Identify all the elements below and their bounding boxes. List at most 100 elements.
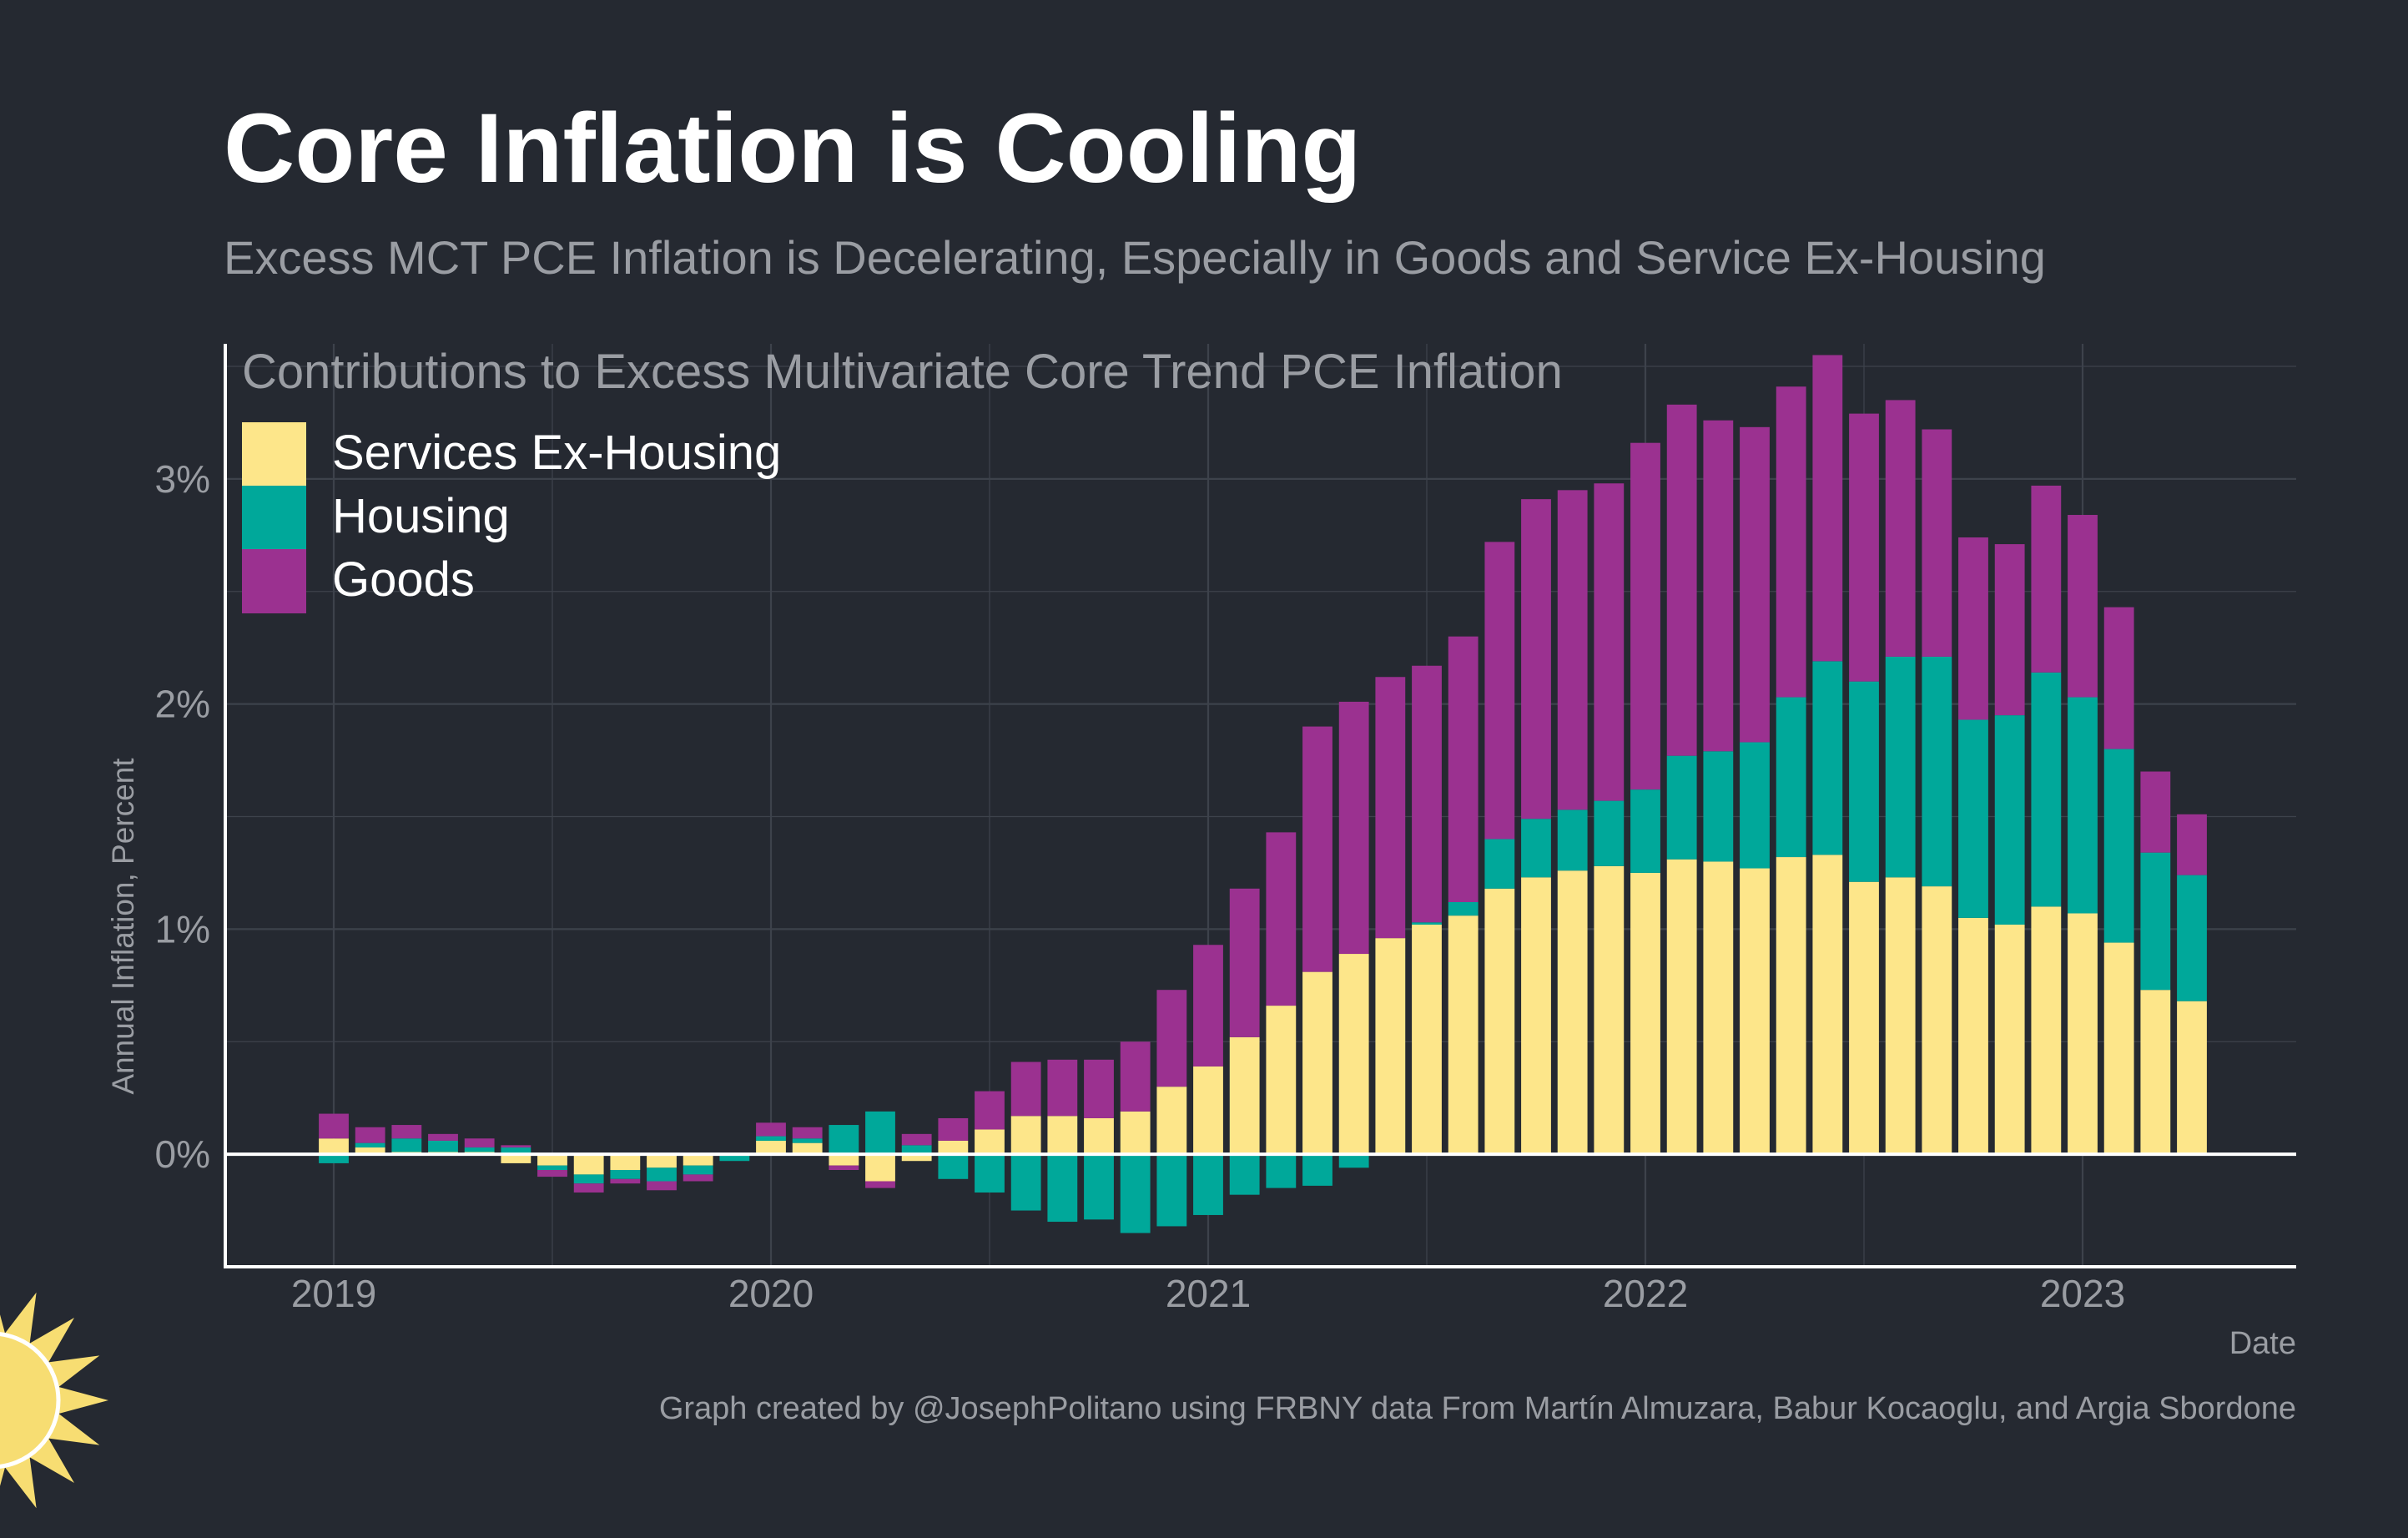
bar-segment [1266,1006,1297,1155]
inner-chart-title: Contributions to Excess Multivariate Cor… [242,345,1563,399]
bar-segment [1484,888,1515,1155]
bar-segment [1776,857,1806,1155]
bar-segment [829,1154,859,1166]
bar-segment [2031,672,2062,907]
bar-segment [2140,852,2171,991]
bar-segment [537,1165,567,1171]
x-tick-label: 2020 [728,1272,814,1315]
bar-segment [1338,1154,1369,1168]
bar-segment [1776,386,1806,698]
bar-segment [1193,945,1223,1067]
bar-segment [1448,636,1479,902]
bar-segment [901,1154,932,1162]
bar-segment [792,1138,823,1143]
legend-swatch [242,422,306,487]
bar-segment [355,1127,385,1143]
y-axis-label: Annual Inflation, Percent [106,758,140,1095]
bar-segment [2177,875,2207,1001]
bar-segment [1302,726,1332,972]
bar-segment [975,1091,1005,1130]
bar-segment [1594,800,1625,866]
bar-segment [756,1140,786,1155]
x-tick-label: 2021 [1166,1272,1251,1315]
bar-segment [573,1174,604,1184]
bar-segment [829,1165,859,1171]
bar-segment [319,1154,349,1163]
bars [319,355,2207,1233]
bar-segment [1812,855,1843,1155]
x-tick-label: 2023 [2040,1272,2125,1315]
y-tick-label: 1% [155,907,210,951]
bar-segment [1994,715,2025,925]
bar-segment [901,1133,932,1146]
caption: Graph created by @JosephPolitano using F… [659,1391,2296,1426]
bar-segment [1521,877,1551,1155]
sun-disk-icon [0,1332,61,1469]
bar-segment [1084,1154,1114,1220]
bar-segment [1594,483,1625,801]
bar-segment [1849,881,1879,1155]
bar-segment [1266,1154,1297,1188]
bar-segment [647,1181,677,1191]
bar-segment [1448,901,1479,916]
bar-segment [2140,771,2171,853]
sun-logo-icon [0,1292,108,1509]
bar-segment [1885,656,1916,878]
bar-segment [1010,1061,1041,1117]
bar-segment [1958,917,1988,1155]
bar-segment [1740,742,1770,869]
bar-segment [501,1154,531,1163]
bar-segment [683,1154,713,1166]
bar-segment [1666,755,1697,860]
bar-segment [2068,913,2098,1155]
bar-segment [1630,442,1660,790]
bar-segment [1412,665,1442,923]
bar-segment [1630,789,1660,873]
bar-segment [501,1147,531,1155]
bar-segment [573,1154,604,1175]
bar-segment [2068,697,2098,914]
bar-segment [683,1165,713,1175]
bar-segment [391,1138,422,1152]
bar-segment [610,1170,641,1179]
bar-segment [1120,1154,1151,1233]
bar-segment [1630,872,1660,1155]
bar-segment [792,1142,823,1155]
bar-segment [1229,1154,1260,1195]
bar-segment [1193,1066,1223,1155]
legend-swatch [242,486,306,550]
bar-segment [901,1145,932,1155]
bar-segment [1703,420,1734,752]
bar-segment [1922,429,1952,657]
bar-segment [537,1170,567,1177]
bar-segment [1703,861,1734,1155]
bar-segment [355,1142,385,1148]
bar-segment [1412,922,1442,925]
bar-segment [1994,924,2025,1155]
bar-segment [537,1154,567,1166]
bar-segment [1994,544,2025,716]
bar-segment [2103,607,2134,749]
bar-segment [865,1111,895,1155]
bar-segment [428,1133,458,1141]
chart-subtitle: Excess MCT PCE Inflation is Decelerating… [224,231,2046,284]
axes [224,344,2296,1268]
bar-segment [1010,1116,1041,1155]
bar-segment [391,1125,422,1139]
bar-segment [2177,814,2207,875]
bar-segment [1703,751,1734,862]
bar-segment [829,1125,859,1155]
bar-segment [1302,971,1332,1155]
legend: Services Ex-Housing Housing Goods [242,422,781,613]
bar-segment [464,1147,495,1152]
bar-segment [1849,681,1879,882]
bar-segment [647,1167,677,1182]
bar-segment [975,1129,1005,1155]
bar-segment [1484,839,1515,889]
bar-segment [2103,749,2134,943]
bar-segment [1922,886,1952,1155]
bar-segment [1521,819,1551,878]
bar-segment [355,1147,385,1155]
bar-segment [865,1181,895,1188]
